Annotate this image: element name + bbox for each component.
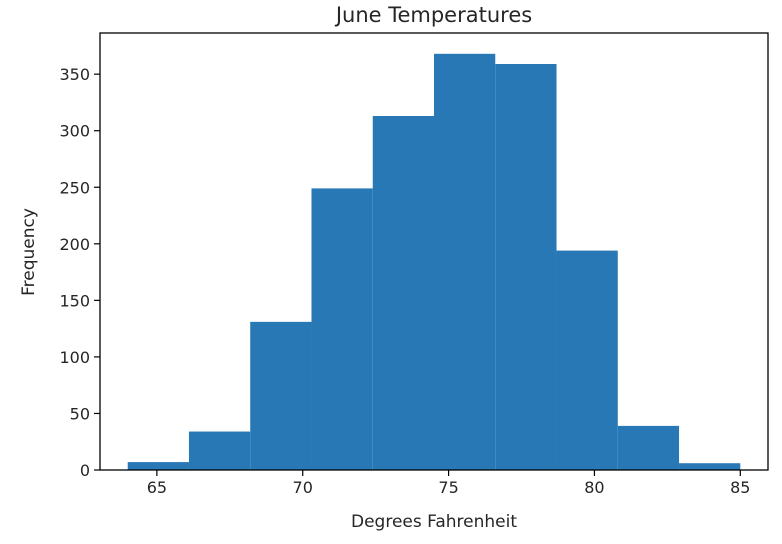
histogram-bar bbox=[250, 321, 312, 470]
histogram-bar bbox=[556, 250, 618, 470]
y-tick-label: 200 bbox=[59, 235, 90, 254]
y-tick-label: 350 bbox=[59, 65, 90, 84]
histogram-bar bbox=[188, 431, 251, 470]
x-tick-label: 85 bbox=[730, 478, 750, 497]
histogram-bar bbox=[495, 63, 557, 470]
histogram-bar bbox=[127, 462, 189, 470]
x-tick-label: 80 bbox=[584, 478, 604, 497]
bars-group bbox=[127, 53, 741, 471]
y-axis-label: Frequency bbox=[19, 208, 39, 296]
y-tick-label: 50 bbox=[70, 404, 90, 423]
y-axis-ticks: 0 50 100 150 200 250 300 350 bbox=[59, 65, 100, 480]
x-tick-label: 65 bbox=[147, 478, 167, 497]
y-tick-label: 250 bbox=[59, 178, 90, 197]
x-tick-label: 75 bbox=[438, 478, 458, 497]
x-tick-label: 70 bbox=[293, 478, 313, 497]
y-tick-label: 300 bbox=[59, 122, 90, 141]
histogram-bar bbox=[372, 116, 434, 470]
y-tick-label: 100 bbox=[59, 348, 90, 367]
histogram-bar bbox=[311, 188, 373, 470]
y-tick-label: 150 bbox=[59, 291, 90, 310]
x-axis-ticks: 65 70 75 80 85 bbox=[147, 470, 750, 497]
histogram-bar bbox=[679, 463, 741, 470]
y-tick-label: 0 bbox=[80, 461, 90, 480]
chart-title: June Temperatures bbox=[334, 3, 532, 27]
plot-frame bbox=[99, 32, 769, 471]
x-axis-label: Degrees Fahrenheit bbox=[351, 512, 517, 532]
histogram-bar bbox=[434, 53, 496, 471]
histogram-bar bbox=[617, 425, 680, 470]
